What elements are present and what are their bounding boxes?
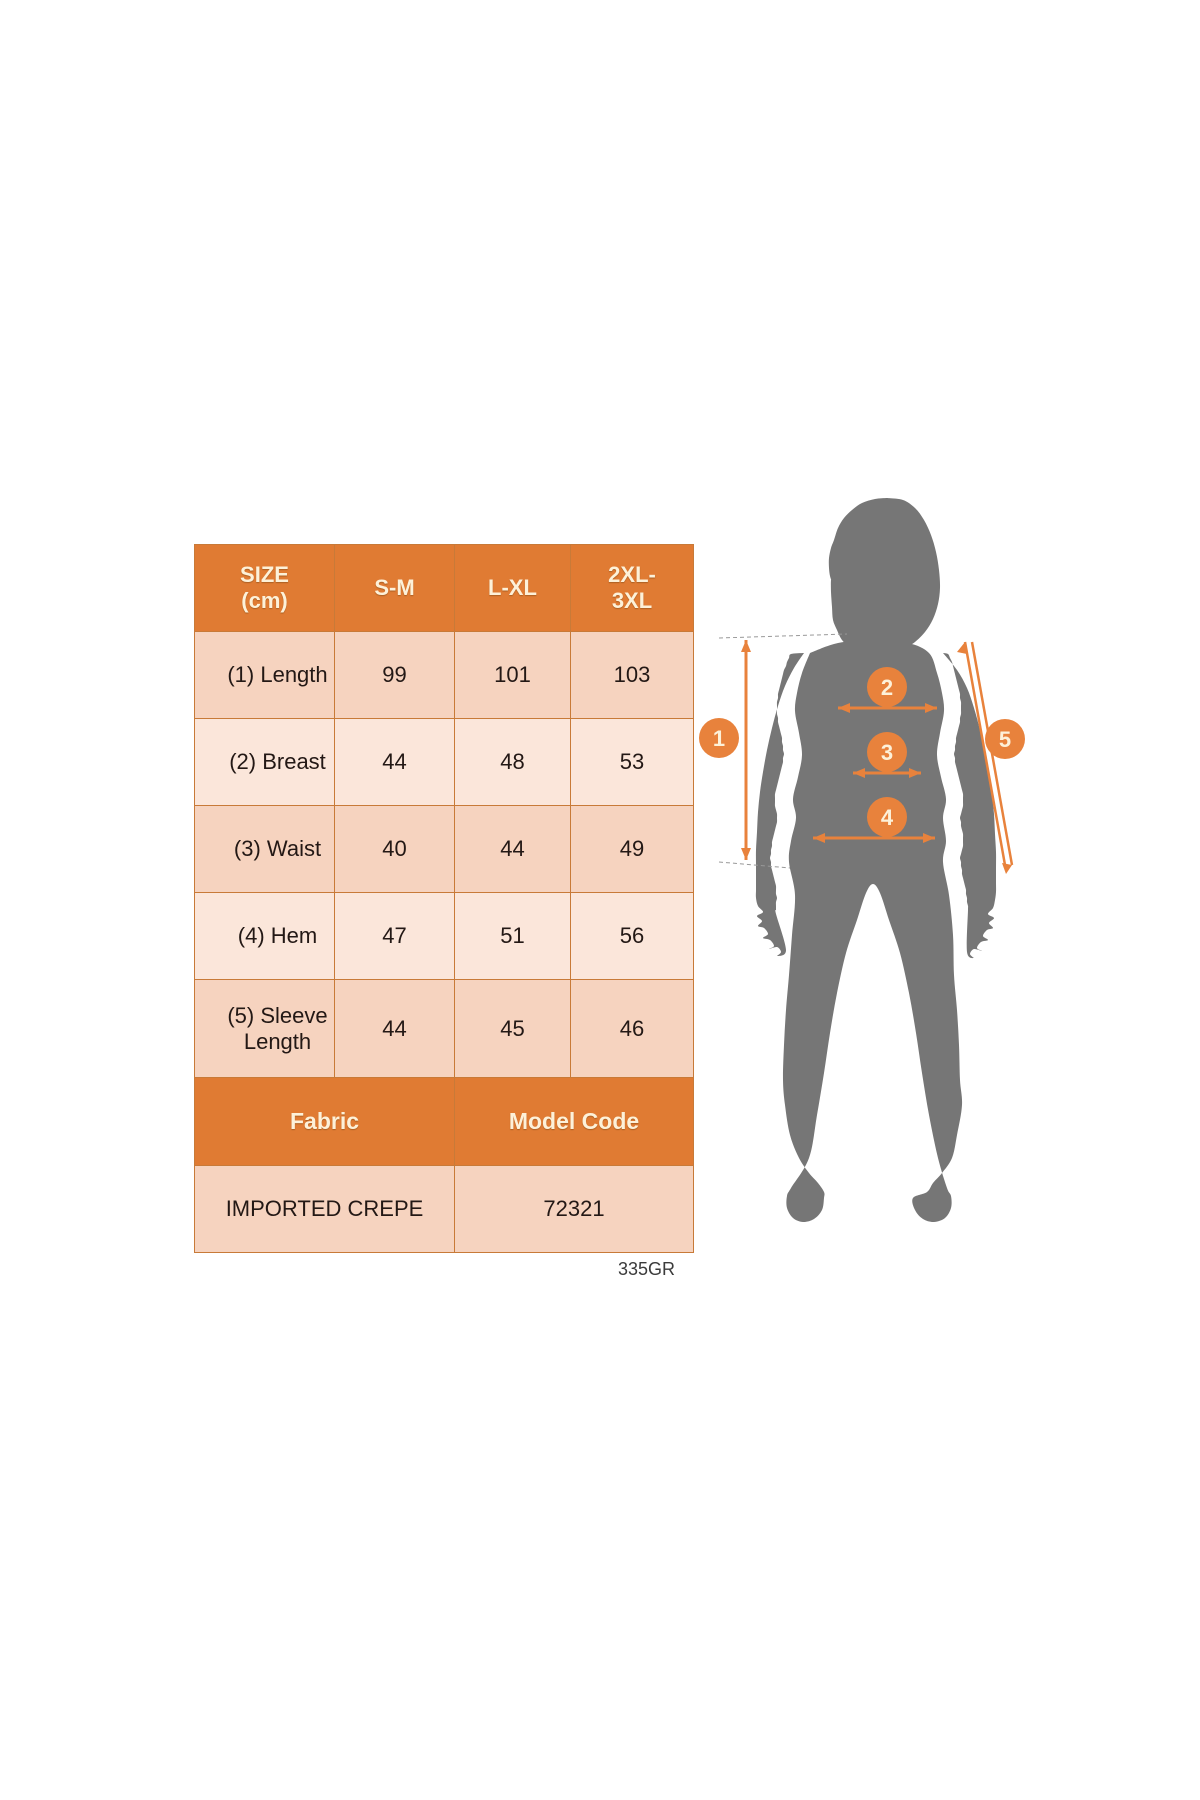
svg-text:4: 4 (881, 805, 894, 830)
svg-text:5: 5 (999, 727, 1011, 752)
svg-text:3: 3 (881, 740, 893, 765)
svg-text:2: 2 (881, 675, 893, 700)
svg-text:1: 1 (713, 726, 725, 751)
